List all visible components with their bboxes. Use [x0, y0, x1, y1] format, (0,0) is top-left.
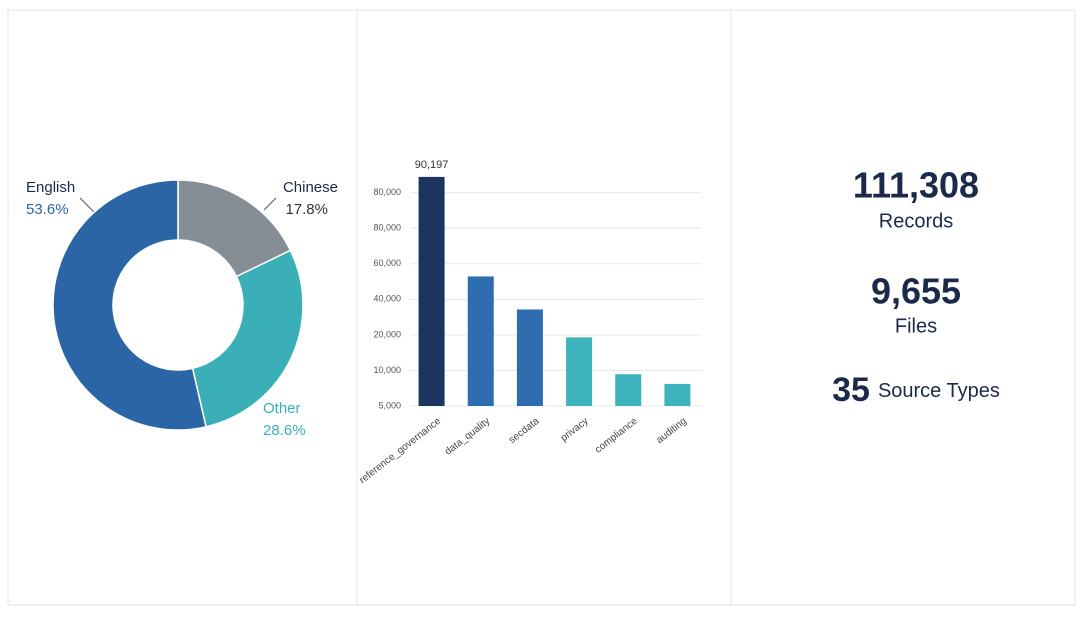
bar	[516, 309, 543, 406]
donut-value-label: 53.6%	[26, 201, 69, 218]
donut-label: English	[26, 179, 75, 196]
leader-line	[79, 197, 95, 213]
leader-line	[263, 197, 277, 211]
y-tick-label: 80,000	[373, 187, 401, 197]
stat-label: Records	[879, 210, 953, 232]
bar	[615, 374, 642, 406]
donut-value-label: 17.8%	[285, 201, 328, 218]
stat-value: 9,655	[871, 271, 961, 312]
donut-label: Chinese	[283, 179, 338, 196]
y-tick-label: 10,000	[373, 365, 401, 375]
y-tick-label: 60,000	[373, 258, 401, 268]
donut-slice	[52, 179, 207, 431]
bar	[664, 383, 691, 406]
stat-label: Source Types	[878, 380, 1000, 402]
y-tick-label: 40,000	[373, 294, 401, 304]
donut-value-label: 28.6%	[263, 422, 306, 439]
donut-label: Other	[263, 400, 301, 417]
frame	[7, 9, 1076, 606]
bar	[418, 176, 445, 406]
donut-slice	[177, 179, 292, 278]
bar	[467, 276, 494, 406]
donut-slice	[191, 249, 304, 428]
stat-label: Files	[895, 315, 937, 337]
y-tick-label: 80,000	[373, 223, 401, 233]
stat-value: 111,308	[853, 165, 979, 206]
value-label: 90,197	[415, 159, 449, 171]
bar	[566, 337, 593, 406]
stat-value: 35	[832, 371, 870, 409]
stat-line: 35 Source Types	[832, 371, 1000, 409]
y-tick-label: 5,000	[378, 400, 401, 410]
y-tick-label: 20,000	[373, 329, 401, 339]
